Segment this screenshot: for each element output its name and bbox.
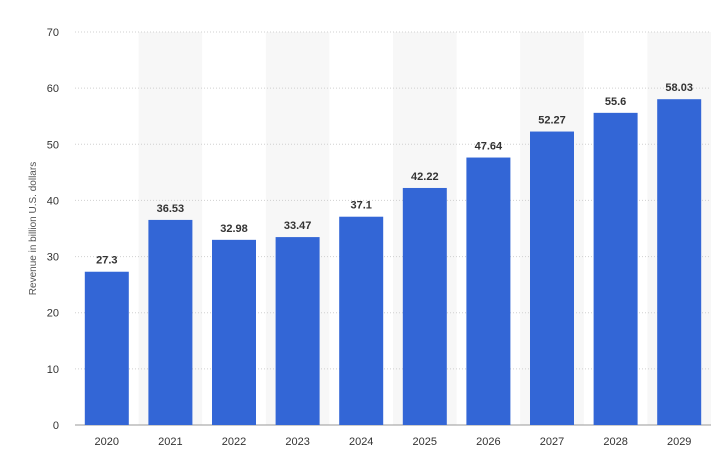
x-tick-label-2029: 2029 (667, 436, 691, 448)
data-label-2021: 36.53 (157, 203, 185, 215)
y-tick-label: 30 (47, 252, 59, 264)
y-tick-label: 10 (47, 364, 59, 376)
x-tick-label-2022: 2022 (222, 436, 246, 448)
bar-2023[interactable] (275, 237, 320, 425)
bar-2020[interactable] (84, 271, 129, 425)
y-tick-label: 40 (47, 195, 59, 207)
bar-2026[interactable] (466, 157, 511, 425)
x-tick-label-2028: 2028 (603, 436, 627, 448)
data-label-2024: 37.1 (350, 200, 371, 212)
bar-2029[interactable] (657, 99, 702, 425)
y-axis-ticks: 0 10 20 30 40 50 60 70 (47, 27, 59, 432)
bar-2024[interactable] (339, 216, 384, 425)
data-label-2020: 27.3 (96, 255, 117, 267)
bar-2022[interactable] (212, 239, 256, 425)
x-tick-label-2024: 2024 (349, 436, 373, 448)
x-tick-label-2020: 2020 (95, 436, 119, 448)
data-label-2022: 32.98 (220, 223, 248, 235)
data-label-2029: 58.03 (665, 82, 693, 94)
bar-2021[interactable] (148, 219, 193, 425)
bar-series (84, 99, 702, 426)
x-tick-label-2023: 2023 (285, 436, 309, 448)
x-tick-label-2025: 2025 (413, 436, 437, 448)
bar-2025[interactable] (402, 187, 447, 425)
data-label-2025: 42.22 (411, 171, 439, 183)
x-tick-label-2027: 2027 (540, 436, 564, 448)
y-axis-title: Revenue in billion U.S. dollars (28, 162, 39, 295)
y-tick-label: 50 (47, 139, 59, 151)
y-tick-label: 20 (47, 308, 59, 320)
y-tick-label: 70 (47, 27, 59, 39)
y-tick-label: 0 (53, 420, 59, 432)
data-label-2023: 33.47 (284, 220, 312, 232)
data-label-2028: 55.6 (605, 96, 626, 108)
data-label-2027: 52.27 (538, 115, 566, 127)
data-label-2026: 47.64 (475, 141, 503, 153)
bar-2028[interactable] (593, 112, 638, 426)
bar-2027[interactable] (530, 131, 574, 425)
x-tick-label-2026: 2026 (476, 436, 500, 448)
y-tick-label: 60 (47, 83, 59, 95)
x-axis-ticks: 2020 2021 2022 2023 2024 2025 2026 2027 2028 2029 (95, 436, 692, 448)
data-labels: 27.3 36.53 32.98 33.47 37.1 42.22 47.64 52.27 55… (96, 82, 693, 267)
x-tick-label-2021: 2021 (158, 436, 182, 448)
